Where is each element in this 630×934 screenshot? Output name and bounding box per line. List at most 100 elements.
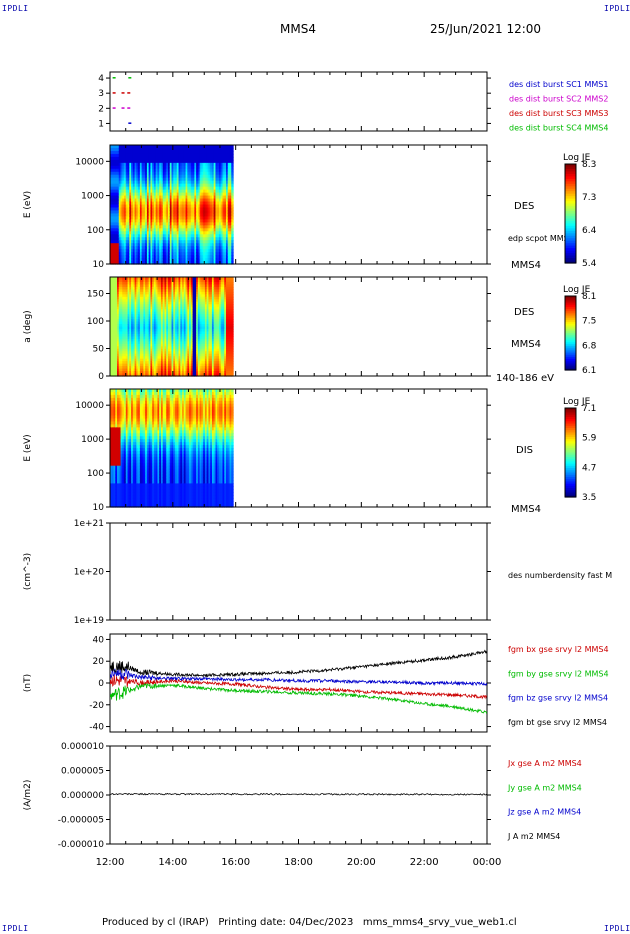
spectrogram-cell — [150, 328, 153, 333]
spectrogram-cell — [115, 371, 118, 375]
spectrogram-cell — [168, 216, 171, 220]
spectrogram-cell — [199, 174, 203, 179]
spectrogram-cell — [182, 299, 185, 303]
spectrogram-cell — [175, 319, 178, 323]
spectrogram-cell — [226, 204, 229, 209]
spectrogram-cell — [189, 366, 192, 370]
spectrogram-cell — [178, 180, 181, 185]
spectrogram-cell — [162, 243, 166, 247]
spectrogram-cell — [175, 338, 178, 342]
spectrogram-cell — [169, 261, 173, 265]
spectrogram-cell — [118, 183, 122, 188]
spectrogram-cell — [127, 341, 130, 345]
spectrogram-cell — [189, 180, 192, 185]
spectrogram-cell — [113, 319, 116, 323]
spectrogram-cell — [143, 299, 146, 303]
spectrogram-cell — [141, 258, 144, 262]
spectrogram-cell — [134, 243, 137, 247]
spectrogram-cell — [115, 243, 118, 247]
spectrogram-cell — [180, 192, 183, 197]
spectrogram-cell — [124, 216, 127, 220]
spectrogram-cell — [196, 216, 199, 220]
spectrogram-cell — [118, 192, 122, 197]
spectrogram-cell — [132, 183, 136, 188]
spectrogram-cell — [180, 234, 183, 238]
spectrogram-cell — [180, 183, 183, 188]
spectrogram-cell — [206, 192, 210, 197]
spectrogram-cell — [111, 343, 115, 347]
spectrogram-cell — [231, 171, 234, 176]
spectrogram-cell — [143, 261, 146, 265]
spectrogram-cell — [118, 366, 122, 370]
spectrogram-cell — [138, 348, 141, 352]
spectrogram-cell — [166, 159, 169, 164]
spectrogram-cell — [189, 294, 192, 298]
spectrogram-cell — [153, 291, 157, 295]
spectrogram-cell — [182, 346, 185, 350]
spectrogram-cell — [166, 306, 169, 310]
spectrogram-cell — [203, 177, 206, 182]
spectrogram-cell — [218, 207, 222, 212]
spectrogram-cell — [131, 222, 134, 226]
spectrogram-cell — [117, 316, 120, 320]
spectrogram-cell — [141, 281, 144, 286]
spectrogram-cell — [122, 210, 125, 215]
spectrogram-cell — [131, 353, 134, 357]
spectrogram-cell — [178, 258, 181, 262]
spectrogram-cell — [132, 180, 136, 185]
spectrogram-cell — [115, 363, 118, 367]
spectrogram-cell — [125, 261, 129, 265]
spectrogram-cell — [175, 231, 178, 235]
spectrogram-cell — [166, 195, 169, 200]
spectrogram-cell — [169, 328, 173, 333]
spectrogram-cell — [145, 333, 148, 337]
spectrogram-cell — [175, 147, 178, 152]
spectrogram-cell — [215, 162, 218, 167]
spectrogram-cell — [180, 258, 183, 262]
spectrogram-cell — [224, 198, 227, 203]
spectrogram-cell — [159, 326, 162, 330]
spectrogram-cell — [155, 319, 159, 323]
spectrogram-cell — [155, 324, 159, 328]
spectrogram-cell — [164, 366, 167, 370]
spectrogram-cell — [143, 219, 146, 223]
spectrogram-cell — [194, 314, 197, 318]
spectrogram-cell — [206, 195, 210, 200]
spectrogram-cell — [224, 180, 227, 185]
spectrogram-cell — [141, 343, 144, 347]
spectrogram-cell — [194, 363, 197, 367]
spectrogram-cell — [117, 366, 120, 370]
spectrogram-cell — [196, 328, 199, 333]
spectrogram-cell — [132, 240, 136, 244]
spectrogram-cell — [148, 353, 152, 357]
spectrogram-cell — [173, 145, 176, 149]
spectrogram-cell — [168, 296, 171, 300]
spectrogram-cell — [153, 145, 157, 149]
spectrogram-cell — [139, 231, 143, 235]
spectrogram-cell — [124, 291, 127, 295]
spectrogram-cell — [115, 150, 118, 155]
spectrogram-cell — [132, 366, 136, 370]
spectrogram-cell — [160, 198, 164, 203]
spectrogram-cell — [141, 222, 144, 226]
spectrogram-cell — [192, 192, 195, 197]
spectrogram-cell — [145, 222, 148, 226]
spectrogram-cell — [197, 225, 201, 229]
spectrogram-cell — [148, 249, 152, 253]
spectrogram-cell — [117, 207, 120, 212]
spectrogram-cell — [117, 289, 120, 293]
spectrogram-cell — [136, 192, 139, 197]
spectrogram-cell — [168, 311, 171, 315]
spectrogram-cell — [201, 198, 204, 203]
spectrogram-cell — [160, 353, 164, 357]
spectrogram-cell — [152, 309, 155, 313]
spectrogram-cell — [141, 186, 144, 191]
spectrogram-cell — [187, 177, 190, 182]
spectrogram-cell — [196, 333, 199, 337]
spectrogram-cell — [157, 373, 160, 377]
spectrogram-cell — [229, 249, 232, 253]
spectrogram-cell — [222, 153, 225, 158]
spectrogram-cell — [231, 240, 234, 244]
spectrogram-cell — [189, 156, 192, 161]
spectrogram-cell — [111, 258, 115, 262]
